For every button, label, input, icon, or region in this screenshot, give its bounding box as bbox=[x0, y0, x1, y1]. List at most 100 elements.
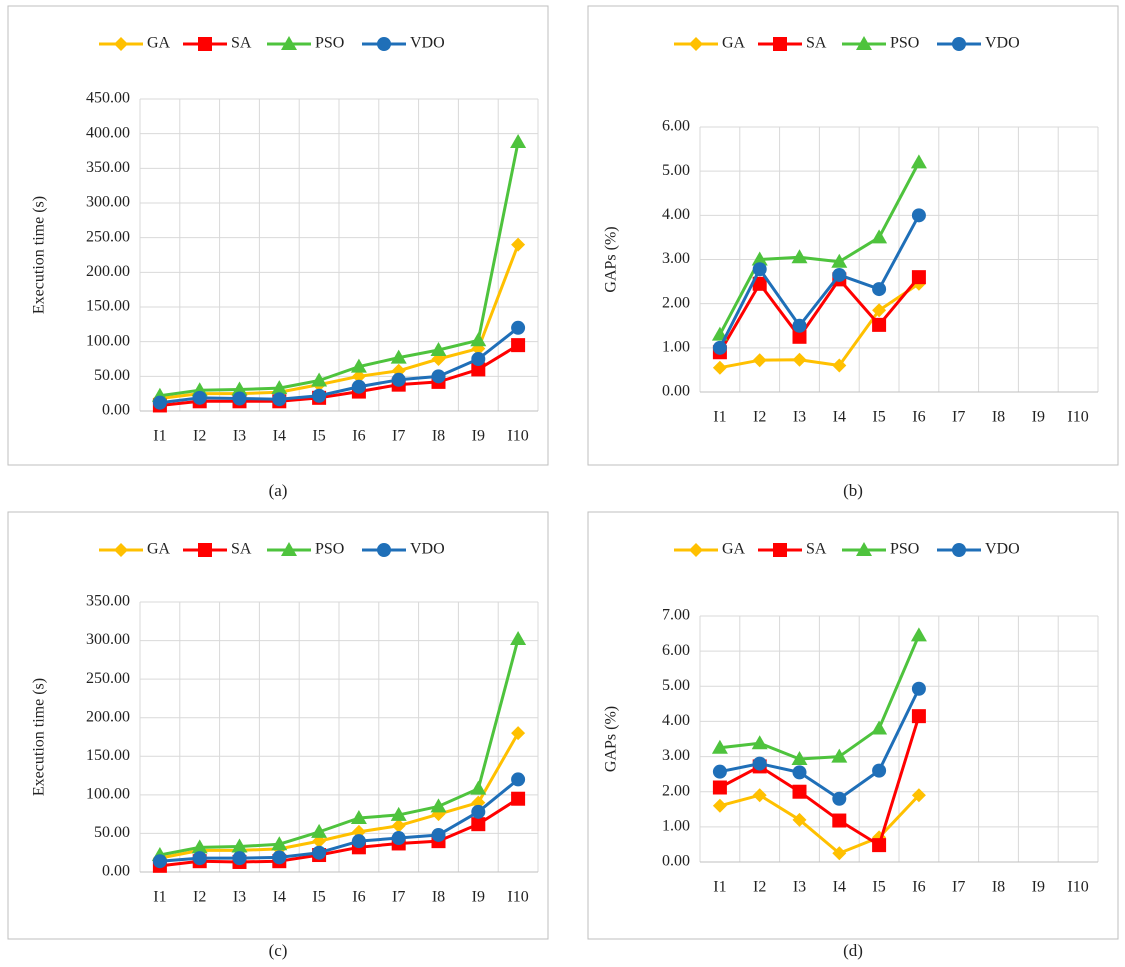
y-tick-label: 2.00 bbox=[662, 782, 690, 799]
y-tick-label: 100.00 bbox=[86, 332, 130, 349]
x-tick-label: I9 bbox=[1032, 409, 1045, 426]
x-tick-label: I1 bbox=[713, 409, 726, 426]
data-point bbox=[430, 341, 447, 356]
caption: (b) bbox=[843, 481, 863, 500]
data-point bbox=[390, 806, 407, 821]
y-tick-label: 0.00 bbox=[102, 402, 130, 419]
data-point bbox=[431, 827, 446, 842]
x-tick-label: I10 bbox=[507, 428, 528, 445]
y-tick-label: 5.00 bbox=[662, 162, 690, 179]
data-point bbox=[511, 338, 526, 353]
data-point bbox=[832, 358, 847, 373]
legend-marker bbox=[773, 37, 787, 51]
x-tick-label: I10 bbox=[1067, 409, 1088, 426]
x-tick-label: I8 bbox=[432, 428, 445, 445]
y-axis-label: Execution time (s) bbox=[31, 196, 48, 314]
data-point bbox=[470, 332, 487, 347]
data-point bbox=[791, 249, 808, 264]
x-tick-label: I9 bbox=[1032, 879, 1045, 896]
x-tick-label: I3 bbox=[793, 409, 806, 426]
panel-border bbox=[7, 5, 549, 466]
legend-label: PSO bbox=[890, 541, 919, 558]
data-point bbox=[152, 395, 167, 410]
data-point bbox=[430, 798, 447, 813]
data-point bbox=[471, 352, 486, 366]
legend-label: GA bbox=[722, 541, 746, 558]
data-point bbox=[911, 208, 926, 223]
data-point bbox=[792, 352, 807, 367]
legend-marker bbox=[281, 542, 297, 556]
panel-border bbox=[7, 511, 549, 940]
x-tick-label: I8 bbox=[992, 879, 1005, 896]
legend-label: VDO bbox=[985, 35, 1020, 52]
legend-label: PSO bbox=[315, 35, 344, 52]
legend-label: PSO bbox=[315, 541, 344, 558]
x-tick-label: I9 bbox=[472, 889, 485, 906]
data-point bbox=[192, 390, 207, 405]
series-line bbox=[718, 276, 921, 354]
series-line bbox=[159, 732, 520, 860]
data-point bbox=[471, 362, 486, 377]
data-point bbox=[431, 369, 446, 384]
data-point bbox=[792, 329, 807, 344]
data-point bbox=[712, 360, 727, 375]
data-point bbox=[312, 845, 327, 860]
data-point bbox=[152, 854, 167, 869]
x-tick-label: I7 bbox=[392, 428, 405, 445]
data-point bbox=[831, 253, 848, 268]
x-tick-label: I10 bbox=[507, 889, 528, 906]
data-point bbox=[272, 392, 287, 407]
data-point bbox=[871, 720, 888, 735]
data-point bbox=[390, 349, 407, 364]
legend-label: SA bbox=[231, 35, 252, 52]
legend-label: PSO bbox=[890, 35, 919, 52]
caption: (d) bbox=[843, 941, 863, 960]
data-point bbox=[751, 251, 768, 266]
y-tick-label: 6.00 bbox=[662, 642, 690, 659]
series-line bbox=[159, 797, 519, 868]
data-point bbox=[832, 267, 847, 282]
data-point bbox=[752, 788, 767, 803]
data-point bbox=[712, 798, 727, 813]
caption: (a) bbox=[269, 481, 288, 500]
x-tick-label: I3 bbox=[793, 879, 806, 896]
legend-label: SA bbox=[806, 35, 827, 52]
data-point bbox=[872, 838, 887, 853]
x-tick-label: I2 bbox=[753, 879, 766, 896]
y-tick-label: 200.00 bbox=[86, 708, 130, 725]
y-tick-label: 300.00 bbox=[86, 194, 130, 211]
y-axis-label: GAPs (%) bbox=[603, 706, 620, 772]
y-tick-label: 50.00 bbox=[94, 824, 130, 841]
y-tick-label: 150.00 bbox=[86, 298, 130, 315]
series-line bbox=[159, 638, 520, 857]
series-line bbox=[159, 244, 520, 401]
data-point bbox=[350, 810, 367, 824]
data-point bbox=[832, 791, 847, 806]
legend-marker bbox=[952, 37, 966, 51]
data-point bbox=[751, 735, 768, 750]
y-tick-label: 0.00 bbox=[662, 853, 690, 870]
legend-label: GA bbox=[722, 35, 746, 52]
legend-marker bbox=[689, 37, 703, 51]
series-line bbox=[159, 326, 520, 405]
series-line bbox=[159, 343, 519, 407]
x-tick-label: I2 bbox=[193, 428, 206, 445]
series-line bbox=[719, 282, 920, 370]
x-tick-label: I4 bbox=[273, 889, 286, 906]
legend-marker bbox=[114, 37, 128, 51]
legend-label: VDO bbox=[410, 35, 445, 52]
data-point bbox=[511, 772, 526, 787]
data-point bbox=[911, 788, 926, 803]
data-point bbox=[391, 818, 406, 833]
data-point bbox=[911, 681, 926, 696]
y-tick-label: 50.00 bbox=[94, 367, 130, 384]
data-point bbox=[872, 763, 887, 778]
data-point bbox=[351, 369, 366, 384]
data-point bbox=[792, 765, 807, 780]
legend-marker bbox=[856, 36, 872, 50]
panel-border bbox=[587, 5, 1119, 466]
legend-label: SA bbox=[806, 541, 827, 558]
x-tick-label: I7 bbox=[392, 889, 405, 906]
y-tick-label: 350.00 bbox=[86, 593, 130, 610]
y-tick-label: 4.00 bbox=[662, 206, 690, 223]
